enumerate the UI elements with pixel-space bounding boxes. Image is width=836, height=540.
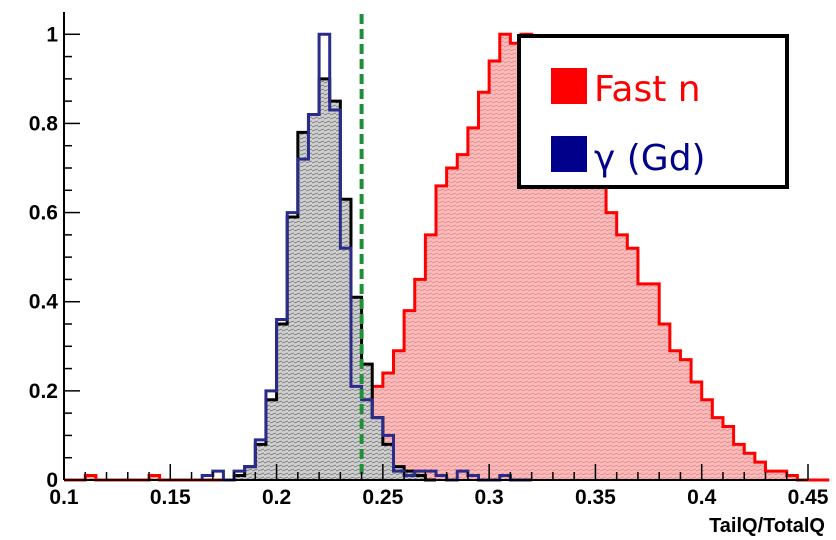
histogram-bin <box>415 279 426 480</box>
x-tick-label: 0.3 <box>475 486 504 509</box>
histogram-bin <box>691 382 702 480</box>
histogram-bin <box>372 418 383 480</box>
y-tick-label: 1 <box>46 23 58 46</box>
histogram-bin <box>638 284 649 480</box>
histogram-bin <box>712 418 723 480</box>
histogram-bin <box>489 61 500 480</box>
histogram-bin <box>457 155 468 480</box>
histogram-series-3 <box>200 32 532 482</box>
legend-label-gamma-gd: γ (Gd) <box>594 138 706 179</box>
histogram-bin <box>702 400 713 480</box>
x-tick-label: 0.1 <box>49 486 79 509</box>
histogram-bin <box>415 471 426 480</box>
histogram-bin <box>340 248 351 480</box>
histogram-bin <box>479 92 490 480</box>
histogram-bin <box>319 34 330 480</box>
histogram-bin <box>670 351 681 480</box>
x-tick-label: 0.2 <box>262 486 291 509</box>
histogram-bin <box>308 115 319 480</box>
histogram-bin <box>277 320 288 480</box>
histogram-bin <box>765 471 776 480</box>
y-tick-label: 0.4 <box>29 291 59 314</box>
histogram-bin <box>585 155 596 480</box>
plot-area: 0 0.2 0.4 0.6 0.8 1 0.1 0.15 0.2 0.25 0.3 0.35 0.4 0.… <box>29 12 830 509</box>
histogram-bin <box>393 471 404 480</box>
histogram-bin <box>734 444 745 480</box>
histogram-bin <box>627 248 638 480</box>
histogram-bin <box>234 471 245 480</box>
histogram-bin <box>755 462 766 480</box>
histogram-bin <box>404 311 415 480</box>
histogram-bin <box>468 128 479 480</box>
histogram-bin <box>500 34 511 480</box>
histogram-bin <box>606 213 617 480</box>
histogram-bin <box>213 471 224 480</box>
legend-swatch-gamma-gd <box>551 136 587 172</box>
histogram-bin <box>393 351 404 480</box>
y-tick-label: 0.6 <box>29 202 58 225</box>
histogram-bin <box>574 146 585 480</box>
x-axis-title: TailQ/TotalQ <box>709 515 825 537</box>
histogram-bin <box>245 467 256 480</box>
histogram-bin <box>330 110 341 480</box>
histogram-outline-3 <box>200 32 532 482</box>
legend: Fast n γ (Gd) <box>517 34 789 189</box>
x-tick-label: 0.4 <box>687 486 717 509</box>
histogram-fill-1 <box>64 34 830 481</box>
x-tick-label: 0.45 <box>788 486 829 509</box>
y-tick-label: 0.8 <box>29 112 59 135</box>
histogram-bin <box>457 471 468 480</box>
histogram-bin <box>723 427 734 480</box>
histogram-bin <box>425 471 436 480</box>
histogram-bin <box>680 360 691 480</box>
histogram-bin <box>776 471 787 480</box>
y-tick-label: 0 <box>46 469 58 492</box>
x-tick-label: 0.35 <box>575 486 616 509</box>
x-tick-label: 0.25 <box>362 486 403 509</box>
histogram-bin <box>617 235 628 480</box>
histogram-bin <box>298 159 309 480</box>
histogram-bin <box>659 324 670 480</box>
legend-label-fast-n: Fast n <box>594 69 701 110</box>
histogram-bin <box>649 284 660 480</box>
histogram-bin <box>287 213 298 480</box>
histogram-bin <box>266 391 277 480</box>
x-tick-label: 0.15 <box>150 486 191 509</box>
histogram-bin <box>436 186 447 480</box>
histogram-bin <box>383 435 394 480</box>
histogram-bin <box>447 168 458 480</box>
histogram-bin <box>255 440 266 480</box>
y-tick-label: 0.2 <box>29 380 58 403</box>
histogram-bin <box>425 235 436 480</box>
histogram-bin <box>744 453 755 480</box>
histogram-bin <box>595 181 606 480</box>
histogram-fill-2 <box>234 78 436 480</box>
legend-swatch-fast-n <box>551 68 587 104</box>
